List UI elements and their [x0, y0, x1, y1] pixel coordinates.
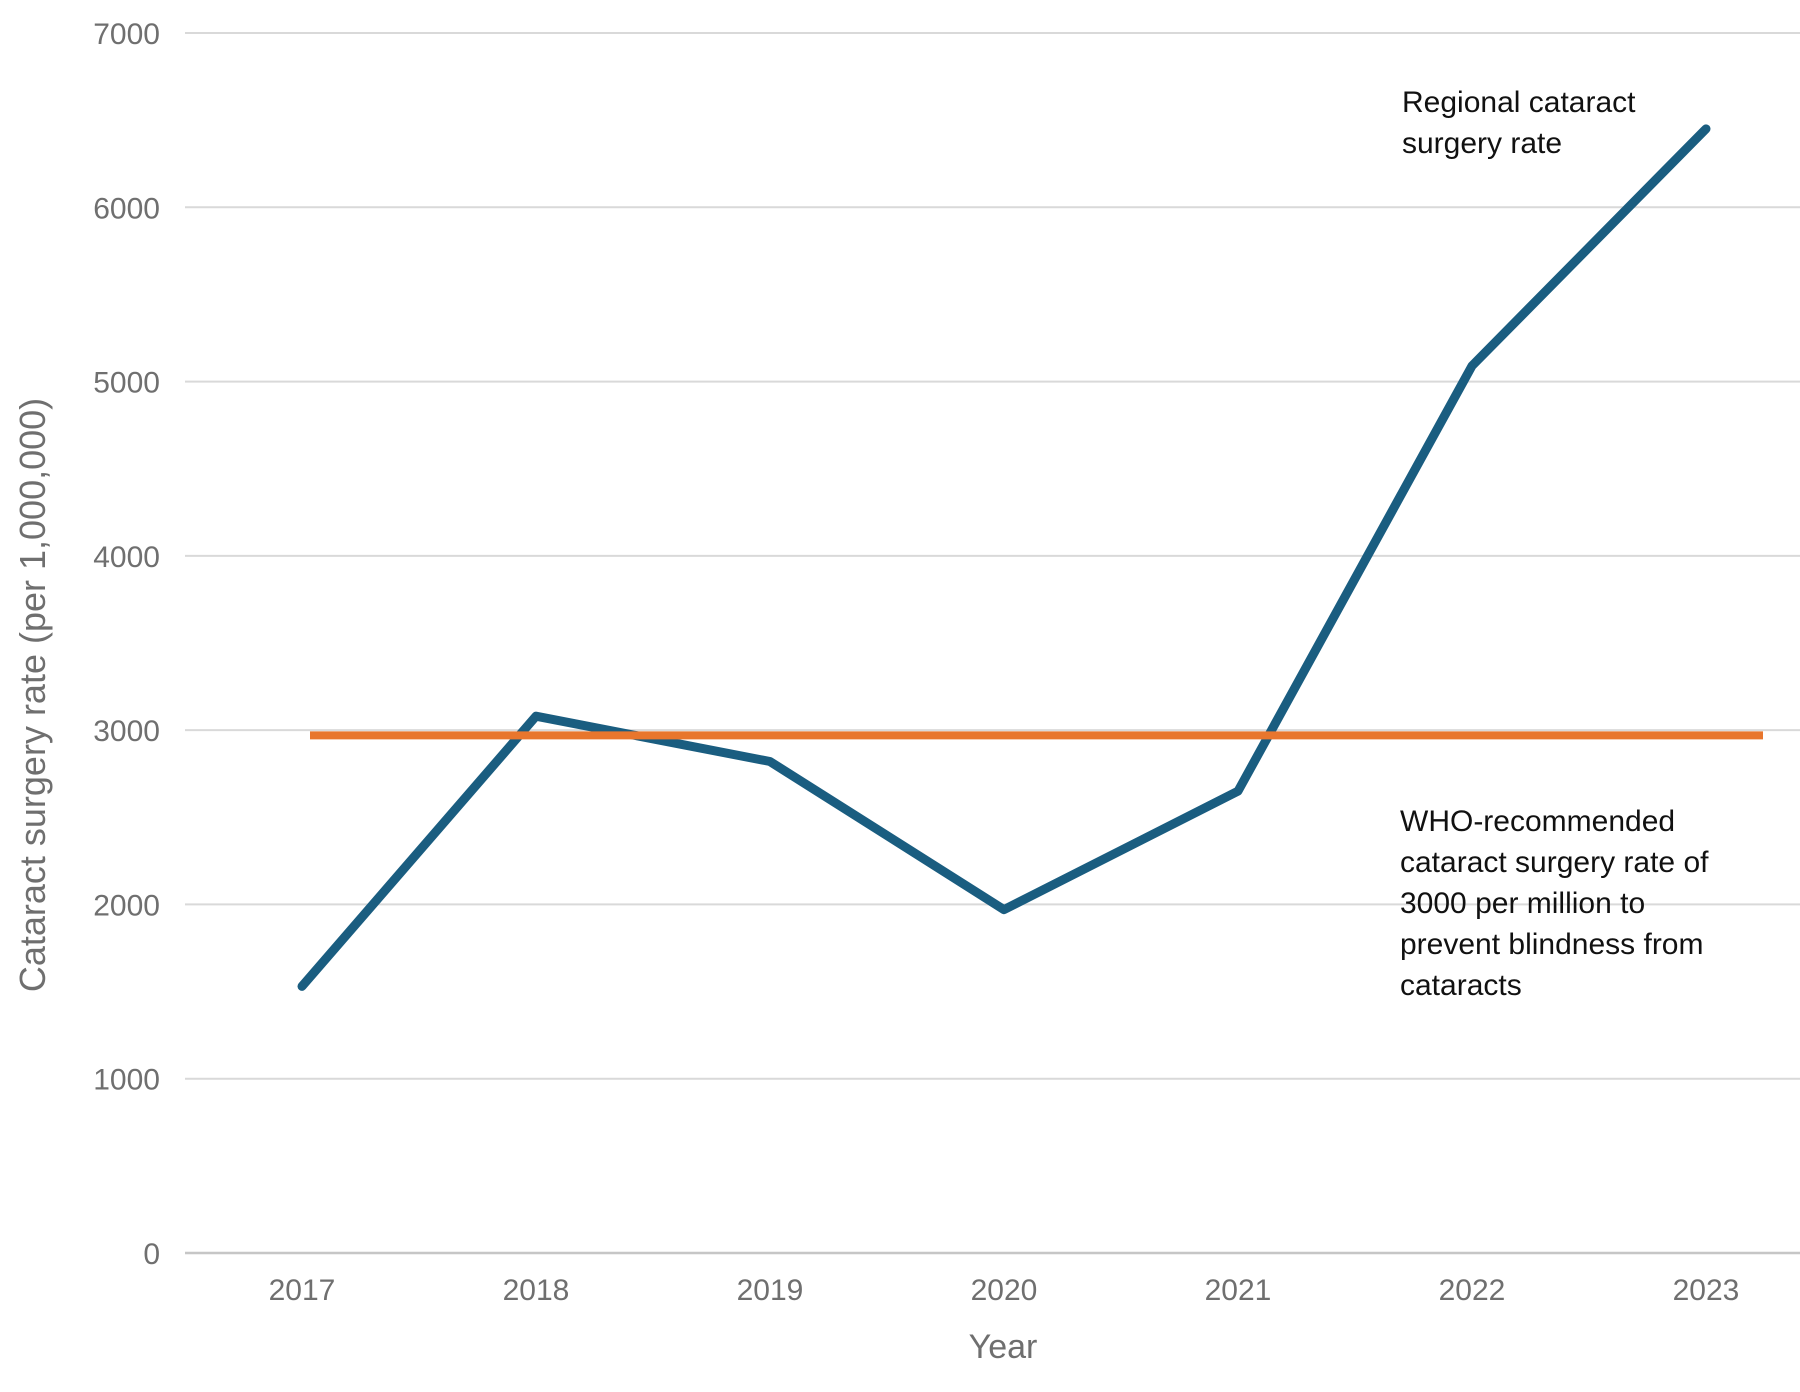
regional-series-line — [297, 124, 1711, 991]
y-tick-label: 0 — [143, 1238, 160, 1271]
y-tick-label: 1000 — [93, 1064, 160, 1097]
y-tick-label: 3000 — [93, 715, 160, 748]
x-tick-label: 2020 — [971, 1274, 1038, 1307]
x-tick-label: 2019 — [737, 1274, 804, 1307]
y-tick-label: 5000 — [93, 367, 160, 400]
y-axis-title: Cataract surgery rate (per 1,000,000) — [12, 397, 53, 993]
x-tick-label: 2022 — [1439, 1274, 1506, 1307]
x-tick-label: 2021 — [1205, 1274, 1272, 1307]
regional-series-annotation: Regional cataract surgery rate — [1402, 86, 1636, 160]
y-tick-label: 4000 — [93, 541, 160, 574]
y-tick-label: 7000 — [93, 18, 160, 51]
x-axis-title: Year — [968, 1328, 1038, 1366]
y-tick-label: 2000 — [93, 889, 160, 922]
x-tick-label: 2023 — [1673, 1274, 1740, 1307]
who-reference-annotation: WHO-recommended cataract surgery rate of… — [1400, 805, 1709, 1002]
x-tick-label: 2017 — [269, 1274, 336, 1307]
x-tick-label: 2018 — [503, 1274, 570, 1307]
y-tick-label: 6000 — [93, 192, 160, 225]
